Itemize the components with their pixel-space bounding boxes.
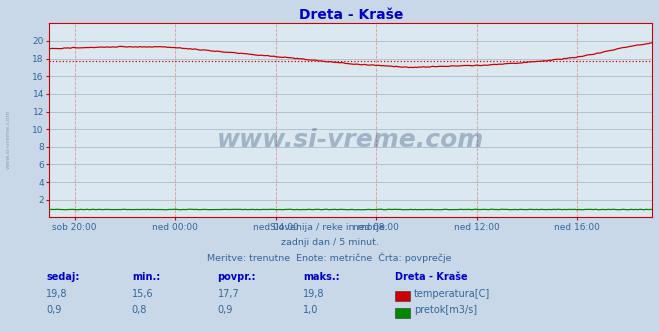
Text: 0,9: 0,9 [46,305,61,315]
Text: 17,7: 17,7 [217,289,239,299]
Title: Dreta - Kraše: Dreta - Kraše [299,8,403,22]
Text: 0,8: 0,8 [132,305,147,315]
Text: temperatura[C]: temperatura[C] [414,289,490,299]
Text: 19,8: 19,8 [303,289,325,299]
Text: min.:: min.: [132,272,160,282]
Text: 0,9: 0,9 [217,305,233,315]
Text: Slovenija / reke in morje.: Slovenija / reke in morje. [270,223,389,232]
Text: pretok[m3/s]: pretok[m3/s] [414,305,477,315]
Text: Dreta - Kraše: Dreta - Kraše [395,272,468,282]
Text: 1,0: 1,0 [303,305,318,315]
Text: sedaj:: sedaj: [46,272,80,282]
Text: 15,6: 15,6 [132,289,154,299]
Text: 19,8: 19,8 [46,289,68,299]
Text: povpr.:: povpr.: [217,272,256,282]
Text: www.si-vreme.com: www.si-vreme.com [5,110,11,169]
Text: Meritve: trenutne  Enote: metrične  Črta: povprečje: Meritve: trenutne Enote: metrične Črta: … [207,252,452,263]
Text: www.si-vreme.com: www.si-vreme.com [217,128,484,152]
Text: zadnji dan / 5 minut.: zadnji dan / 5 minut. [281,238,378,247]
Text: maks.:: maks.: [303,272,340,282]
